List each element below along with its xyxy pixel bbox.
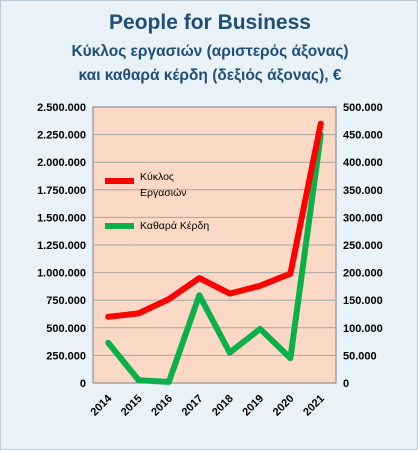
x-axis-tick-label: 2015 (119, 393, 145, 419)
right-axis-tick-label: 450.000 (343, 130, 383, 142)
x-axis-tick-label: 2014 (89, 392, 115, 418)
left-axis-tick-label: 2.000.000 (37, 157, 86, 169)
left-axis-tick-label: 0 (80, 378, 86, 390)
left-axis-tick-label: 1.000.000 (37, 268, 86, 280)
x-axis-tick-label: 2018 (210, 393, 236, 419)
profit-series-line (105, 131, 324, 385)
right-axis-tick-label: 250.000 (343, 240, 383, 252)
x-axis-tick-label: 2017 (180, 393, 206, 419)
legend-revenue-label: Κύκλος (140, 171, 174, 183)
x-axis-tick-label: 2020 (271, 393, 297, 419)
right-axis-tick-label: 0 (343, 378, 349, 390)
right-axis-tick-label: 50.000 (343, 350, 377, 362)
chart-subtitle-line-1: Κύκλος εργασιών (αριστερός άξονας) (71, 43, 349, 60)
right-axis-tick-label: 500.000 (343, 102, 383, 114)
chart-subtitle-line-2: και καθαρά κέρδη (δεξιός άξονας), € (78, 67, 342, 84)
x-axis-tick-label: 2019 (240, 393, 266, 419)
left-axis-tick-label: 500.000 (46, 323, 86, 335)
left-axis-tick-label: 1.500.000 (37, 212, 86, 224)
right-axis-tick-label: 400.000 (343, 157, 383, 169)
x-axis-tick-label: 2021 (301, 393, 327, 419)
right-axis-tick-label: 150.000 (343, 295, 383, 307)
chart-title: People for Business (109, 11, 311, 34)
right-axis-tick-label: 200.000 (343, 268, 383, 280)
left-axis-tick-label: 1.250.000 (37, 240, 86, 252)
left-axis-tick-label: 2.250.000 (37, 130, 86, 142)
x-axis-tick-label: 2016 (149, 393, 175, 419)
right-axis-tick-label: 300.000 (343, 212, 383, 224)
left-axis-tick-label: 2.500.000 (37, 102, 86, 114)
left-axis-tick-label: 250.000 (46, 350, 86, 362)
legend-profit-label: Καθαρά Κέρδη (140, 220, 209, 232)
revenue-series-line (105, 120, 324, 320)
left-axis-tick-label: 750.000 (46, 295, 86, 307)
right-axis-tick-label: 100.000 (343, 323, 383, 335)
legend-revenue-label: Εργασιών (140, 187, 187, 199)
right-axis-tick-label: 350.000 (343, 185, 383, 197)
left-axis-tick-label: 1.750.000 (37, 185, 86, 197)
